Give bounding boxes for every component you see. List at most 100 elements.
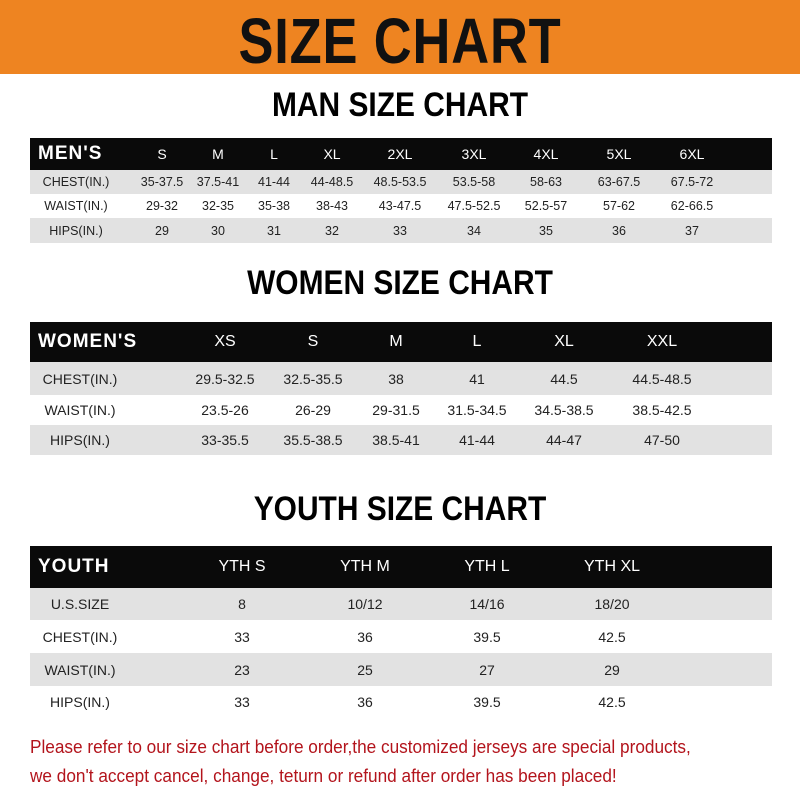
- table-cell: 27: [479, 661, 495, 678]
- table-cell: 43-47.5: [378, 199, 422, 213]
- table-cell: 31: [267, 223, 281, 238]
- men-size-table: MEN'S S M L XL 2XL 3XL 4XL 5XL 6XL CHEST(IN.) 35-37…: [30, 138, 772, 243]
- size-header: S: [307, 333, 319, 350]
- table-cell: 35-37.5: [140, 175, 184, 189]
- table-cell: 41-44: [459, 432, 495, 448]
- table-cell: 37.5-41: [196, 175, 240, 189]
- table-cell: 32: [325, 223, 339, 238]
- table-cell: 33: [234, 628, 250, 645]
- table-header-row: YOUTH YTH S YTH M YTH L YTH XL: [30, 546, 772, 588]
- table-cell: 23: [234, 661, 250, 678]
- table-cell: 44-47: [546, 432, 582, 448]
- table-cell: 31.5-34.5: [447, 402, 507, 418]
- table-cell: 44.5: [550, 370, 578, 387]
- size-header: L: [270, 146, 278, 162]
- row-label: CHEST(IN.): [42, 628, 118, 645]
- notice-line-2: we don't accept cancel, change, teturn o…: [30, 765, 617, 786]
- table-cell: 58-63: [530, 175, 562, 189]
- youth-size-table: YOUTH YTH S YTH M YTH L YTH XL U.S.SIZE 8 10/12…: [30, 546, 772, 718]
- table-cell: 25: [357, 661, 373, 678]
- youth-section-title: YOUTH SIZE CHART: [253, 490, 547, 528]
- table-row: CHEST(IN.) 35-37.5 37.5-41 41-44 44-48.5 48.5…: [30, 170, 772, 194]
- table-header-label: WOMEN'S: [38, 331, 138, 352]
- table-row: WAIST(IN.) 29-32 32-35 35-38 38-43 43-47.5 47.…: [30, 194, 772, 218]
- page-title: SIZE CHART: [238, 5, 562, 77]
- size-header: XL: [554, 333, 574, 350]
- table-header-label: YOUTH: [38, 556, 110, 577]
- table-cell: 36: [357, 628, 373, 645]
- size-header: L: [472, 333, 482, 350]
- size-header: XS: [214, 333, 236, 350]
- table-cell: 35-38: [258, 199, 290, 213]
- table-cell: 38.5-42.5: [632, 402, 692, 418]
- table-row: HIPS(IN.) 33 36 39.5 42.5: [30, 686, 772, 718]
- table-cell: 62-66.5: [670, 199, 714, 213]
- table-cell: 34: [467, 223, 481, 238]
- table-cell: 38.5-41: [372, 432, 420, 448]
- size-header: YTH S: [218, 558, 266, 575]
- row-label: U.S.SIZE: [50, 596, 110, 612]
- table-cell: 8: [238, 596, 246, 612]
- table-row: HIPS(IN.) 29 30 31 32 33 34 35 36 37: [30, 218, 772, 243]
- row-label: CHEST(IN.): [42, 175, 110, 189]
- size-header: M: [212, 146, 224, 162]
- women-section-title: WOMEN SIZE CHART: [247, 264, 553, 302]
- table-cell: 37: [685, 223, 699, 238]
- table-cell: 41: [469, 370, 485, 387]
- table-cell: 35.5-38.5: [283, 432, 343, 448]
- table-cell: 33: [393, 223, 407, 238]
- table-cell: 29.5-32.5: [195, 370, 255, 387]
- table-cell: 57-62: [603, 199, 635, 213]
- table-cell: 29: [155, 223, 169, 238]
- table-cell: 14/16: [469, 596, 505, 612]
- table-cell: 29-32: [146, 199, 178, 213]
- men-section-title: MAN SIZE CHART: [272, 86, 528, 124]
- table-cell: 23.5-26: [201, 402, 249, 418]
- table-cell: 41-44: [258, 175, 290, 189]
- size-header: 6XL: [679, 146, 705, 162]
- row-label: WAIST(IN.): [44, 199, 108, 213]
- size-header: M: [389, 333, 403, 350]
- table-cell: 35: [539, 223, 553, 238]
- table-cell: 30: [211, 223, 225, 238]
- size-header: 2XL: [387, 146, 413, 162]
- size-header: YTH M: [340, 558, 390, 575]
- table-cell: 33-35.5: [201, 432, 249, 448]
- row-label: WAIST(IN.): [44, 402, 116, 418]
- table-cell: 39.5: [473, 628, 501, 645]
- women-size-table: WOMEN'S XS S M L XL XXL CHEST(IN.) 29.5-32.5 32.5…: [30, 322, 772, 455]
- row-label: WAIST(IN.): [44, 661, 116, 678]
- order-notice: Please refer to our size chart before or…: [30, 732, 737, 790]
- size-header: 4XL: [533, 146, 559, 162]
- table-cell: 52.5-57: [524, 199, 568, 213]
- row-label: CHEST(IN.): [42, 370, 118, 387]
- table-cell: 29-31.5: [372, 402, 420, 418]
- table-cell: 26-29: [295, 402, 331, 418]
- title-banner: SIZE CHART: [0, 0, 800, 77]
- row-label: HIPS(IN.): [49, 223, 103, 238]
- table-cell: 44-48.5: [310, 175, 354, 189]
- table-cell: 10/12: [347, 596, 383, 612]
- table-cell: 18/20: [594, 596, 630, 612]
- table-row: CHEST(IN.) 29.5-32.5 32.5-35.5 38 41 44.5 44.5…: [30, 362, 772, 395]
- table-header-label: MEN'S: [38, 143, 103, 164]
- table-cell: 32-35: [202, 199, 234, 213]
- size-header: XXL: [646, 333, 678, 350]
- size-header: YTH XL: [583, 558, 641, 575]
- table-cell: 42.5: [598, 694, 626, 710]
- table-cell: 63-67.5: [597, 175, 641, 189]
- table-row: WAIST(IN.) 23 25 27 29: [30, 653, 772, 686]
- row-label: HIPS(IN.): [50, 694, 110, 710]
- table-cell: 36: [612, 223, 626, 238]
- table-cell: 34.5-38.5: [534, 402, 594, 418]
- table-cell: 42.5: [598, 628, 626, 645]
- size-header: S: [157, 146, 167, 162]
- table-cell: 48.5-53.5: [373, 175, 427, 189]
- table-cell: 36: [357, 694, 373, 710]
- table-cell: 39.5: [473, 694, 501, 710]
- table-cell: 38-43: [316, 199, 348, 213]
- table-cell: 53.5-58: [452, 175, 496, 189]
- table-cell: 38: [388, 370, 404, 387]
- size-header: 5XL: [606, 146, 632, 162]
- row-label: HIPS(IN.): [50, 432, 110, 448]
